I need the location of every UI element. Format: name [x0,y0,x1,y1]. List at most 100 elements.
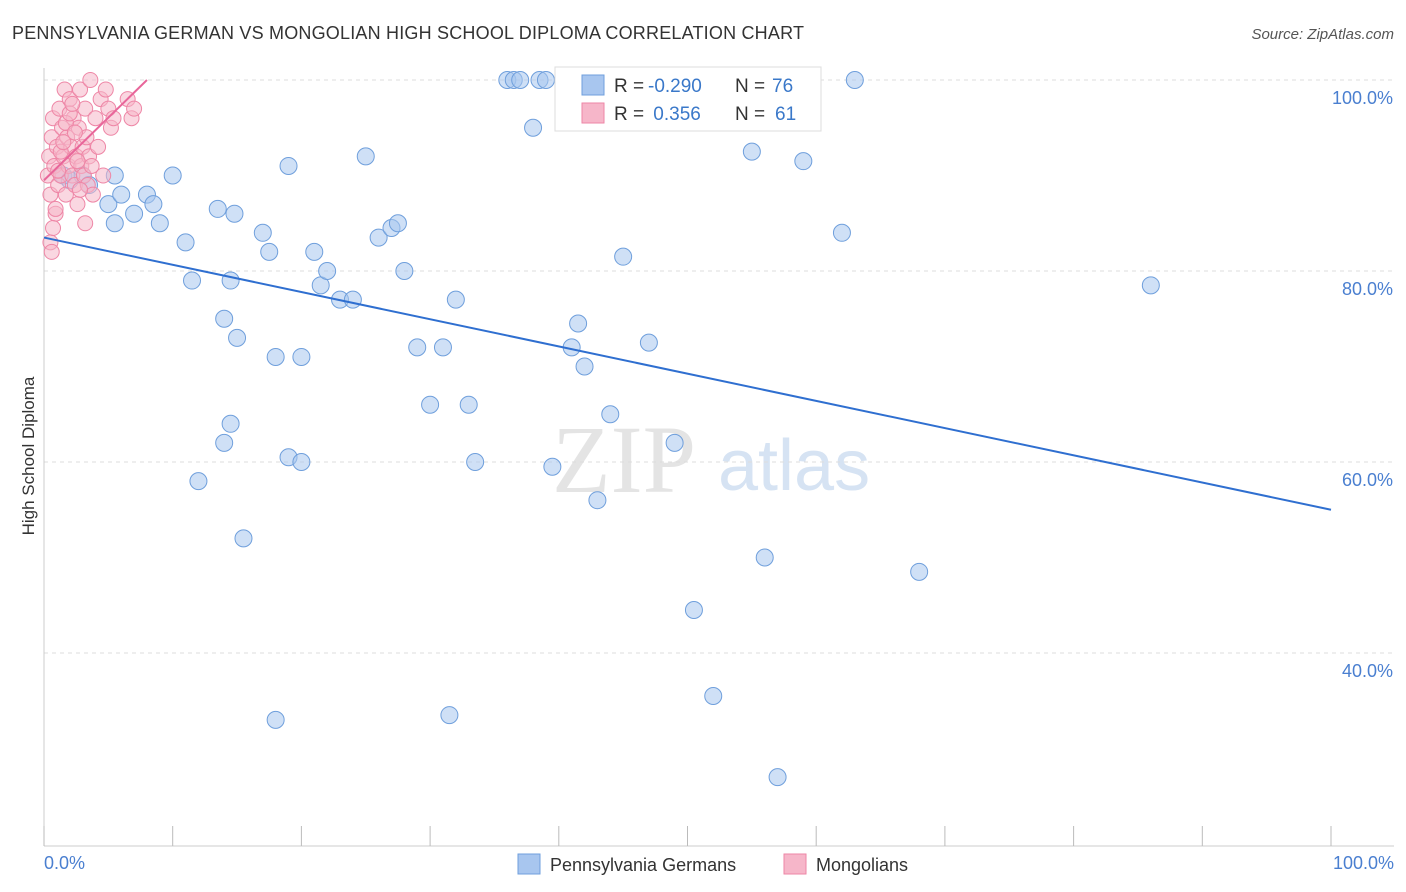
data-point [684,601,703,620]
legend-r-label-1: R = [614,76,644,97]
data-point [144,195,163,214]
data-point [221,414,240,433]
data-point [292,347,311,366]
legend-r-value-1: -0.290 [648,76,702,97]
data-point [292,453,311,471]
watermark-zip: ZIP [552,406,696,513]
data-point [189,472,208,491]
legend-r-label-2: R = [614,104,644,125]
data-point [69,196,86,213]
data-point [83,157,100,174]
data-point [704,686,723,705]
data-point [126,100,143,117]
data-point [97,81,114,98]
data-point [742,142,761,161]
data-point [639,333,658,352]
data-point [253,223,272,242]
data-point [87,110,104,127]
data-point [82,72,99,88]
data-point [536,71,555,89]
data-point [215,433,234,452]
data-point [45,220,62,237]
data-point [72,181,89,198]
y-tick-label: 40.0% [1342,661,1393,681]
y-tick-labels: 100.0% 80.0% 60.0% 40.0% [1332,88,1393,681]
data-point [910,562,929,581]
legend-r-value-2: 0.356 [648,104,701,125]
data-point [845,71,864,89]
data-point [279,156,298,175]
data-point [588,491,607,510]
data-point [569,314,588,333]
data-point [446,290,465,309]
legend-swatch-pink [581,102,605,124]
data-point [601,405,620,424]
data-point [266,347,285,366]
legend-n-value-2: 61 [775,104,796,125]
data-point [794,152,813,171]
data-point [266,710,285,729]
data-point [64,95,81,112]
bottom-legend-label-pink: Mongolians [816,855,908,875]
data-point [369,228,388,247]
watermark-atlas: atlas [718,426,870,506]
data-point [215,309,234,328]
data-point [543,457,562,476]
legend-swatch-blue [581,74,605,96]
data-point [511,71,530,89]
data-point [575,357,594,376]
data-point [343,290,362,309]
data-point [305,242,324,261]
legend: R = -0.290 N = 76 R = 0.356 N = 61 [554,66,822,132]
data-point [90,138,107,155]
chart-title: PENNSYLVANIA GERMAN VS MONGOLIAN HIGH SC… [12,23,804,43]
data-point [524,118,543,137]
x-tick-label-min: 0.0% [44,853,85,873]
bottom-legend-swatch-blue [517,853,541,875]
y-tick-label: 60.0% [1342,470,1393,490]
data-point [388,214,407,233]
legend-n-value-1: 76 [772,76,793,97]
data-point [77,215,94,232]
data-point [66,124,83,141]
data-point [832,223,851,242]
data-point [43,243,60,260]
data-point [176,233,195,252]
data-point [221,271,240,290]
trend-line-mongolians [43,79,148,181]
trend-line-pennsylvania-germans [43,236,1332,511]
x-axis-ticks [43,826,1332,846]
data-point [112,185,131,204]
data-point [433,338,452,357]
data-point [225,204,244,223]
data-point [72,81,89,98]
data-point [395,262,414,280]
data-point [318,262,337,280]
data-point [47,200,64,217]
y-tick-label: 100.0% [1332,88,1393,108]
data-point [228,328,247,347]
data-point [150,214,169,233]
x-tick-label-max: 100.0% [1333,853,1394,873]
data-point [466,453,485,471]
data-point [421,395,440,414]
y-tick-label: 80.0% [1342,279,1393,299]
data-point [356,147,375,166]
data-point [55,134,72,151]
data-point [99,195,118,214]
chart-source: Source: ZipAtlas.com [1251,26,1394,43]
data-point [125,204,144,223]
y-axis-label: High School Diploma [19,376,38,535]
data-point [105,110,122,127]
data-point [459,395,478,414]
data-point [665,433,684,452]
data-point [50,162,67,179]
data-point [163,166,182,185]
data-point [614,247,633,266]
data-point [1141,276,1160,295]
data-point [755,548,774,567]
legend-n-label-1: N = [735,76,765,97]
data-point [234,529,253,548]
bottom-legend-swatch-pink [783,853,807,875]
